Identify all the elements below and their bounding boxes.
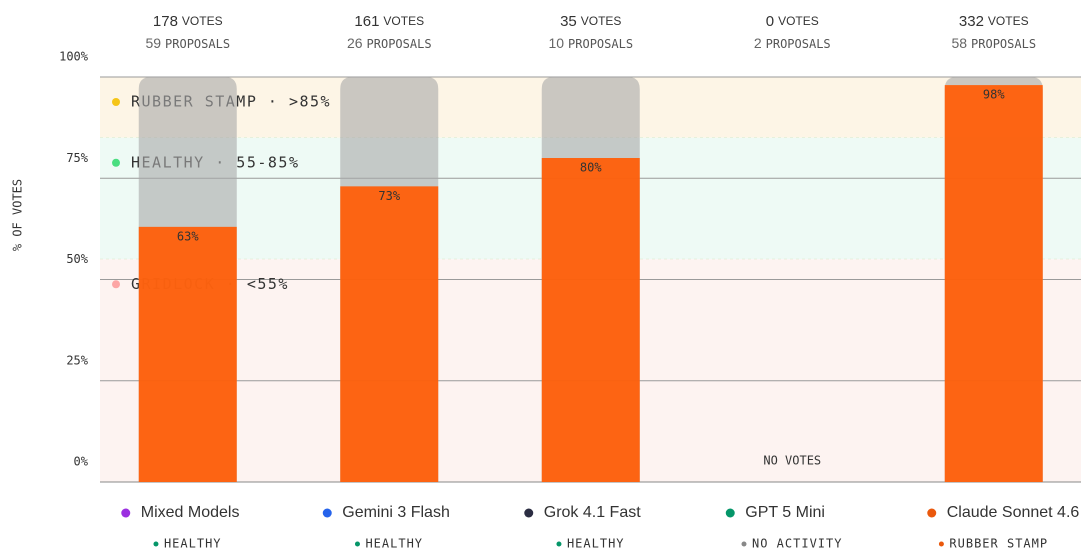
- votes-count: 332 VOTES: [959, 13, 1029, 30]
- votes-number: 35: [560, 13, 577, 30]
- proposals-number: 2: [754, 35, 762, 51]
- legend-dot: [121, 508, 131, 518]
- bar: [340, 186, 439, 482]
- votes-number: 161: [354, 13, 379, 30]
- status-dot: [354, 541, 360, 547]
- status-label: HEALTHY: [365, 537, 423, 550]
- zone-dot: [112, 98, 120, 106]
- status-label: NO ACTIVITY: [752, 537, 842, 550]
- proposals-number: 59: [145, 35, 161, 51]
- status-label: HEALTHY: [567, 537, 625, 550]
- votes-count: 178 VOTES: [153, 13, 223, 30]
- y-tick-label: 25%: [66, 353, 88, 367]
- zone-dot: [112, 280, 120, 289]
- votes-unit: VOTES: [988, 14, 1029, 28]
- y-axis-label: % OF VOTES: [11, 179, 25, 251]
- votes-count: 35 VOTES: [560, 13, 621, 30]
- legend-dot: [322, 508, 332, 518]
- proposals-unit: PROPOSALS: [766, 37, 831, 51]
- votes-unit: VOTES: [182, 14, 223, 28]
- legend-label: Mixed Models: [141, 504, 240, 521]
- proposals-unit: PROPOSALS: [971, 37, 1036, 51]
- status-label: HEALTHY: [164, 537, 222, 550]
- votes-count: 161 VOTES: [354, 13, 424, 30]
- votes-number: 0: [766, 13, 774, 30]
- status-dot: [741, 541, 747, 547]
- y-tick-label: 75%: [66, 151, 88, 165]
- status-label: RUBBER STAMP: [949, 537, 1048, 550]
- votes-unit: VOTES: [581, 14, 622, 28]
- votes-unit: VOTES: [778, 14, 819, 28]
- proposals-count: 26 PROPOSALS: [347, 35, 432, 51]
- y-tick-label: 0%: [74, 455, 89, 469]
- value-label: 73%: [378, 189, 400, 203]
- legend-label: Grok 4.1 Fast: [544, 504, 641, 521]
- value-label: 80%: [580, 161, 602, 175]
- proposals-number: 58: [951, 35, 967, 51]
- bar: [138, 226, 237, 482]
- proposals-count: 10 PROPOSALS: [548, 35, 633, 51]
- status-dot: [556, 541, 562, 547]
- legend-dot: [524, 508, 534, 518]
- proposals-unit: PROPOSALS: [367, 37, 432, 51]
- status-dot: [938, 541, 944, 547]
- bar: [944, 85, 1043, 482]
- status-dot: [153, 541, 159, 547]
- value-label: 63%: [177, 229, 199, 243]
- proposals-unit: PROPOSALS: [568, 37, 633, 51]
- bar: [541, 158, 640, 482]
- proposals-unit: PROPOSALS: [165, 37, 230, 51]
- votes-number: 332: [959, 13, 984, 30]
- legend-label: Claude Sonnet 4.6: [947, 504, 1080, 521]
- y-tick-label: 100%: [59, 50, 89, 64]
- proposals-count: 2 PROPOSALS: [754, 35, 831, 51]
- votes-unit: VOTES: [383, 14, 424, 28]
- proposals-number: 10: [548, 35, 564, 51]
- proposals-number: 26: [347, 35, 363, 51]
- value-label: 98%: [983, 88, 1005, 102]
- proposals-count: 58 PROPOSALS: [951, 35, 1036, 51]
- legend-dot: [927, 508, 937, 518]
- votes-number: 178: [153, 13, 178, 30]
- y-tick-label: 50%: [66, 252, 88, 266]
- proposals-count: 59 PROPOSALS: [145, 35, 230, 51]
- empty-label: NO VOTES: [763, 454, 821, 468]
- zone-dot: [112, 158, 120, 167]
- legend-label: GPT 5 Mini: [745, 504, 825, 521]
- legend-label: Gemini 3 Flash: [342, 504, 450, 521]
- legend-dot: [725, 508, 735, 518]
- votes-count: 0 VOTES: [766, 13, 819, 30]
